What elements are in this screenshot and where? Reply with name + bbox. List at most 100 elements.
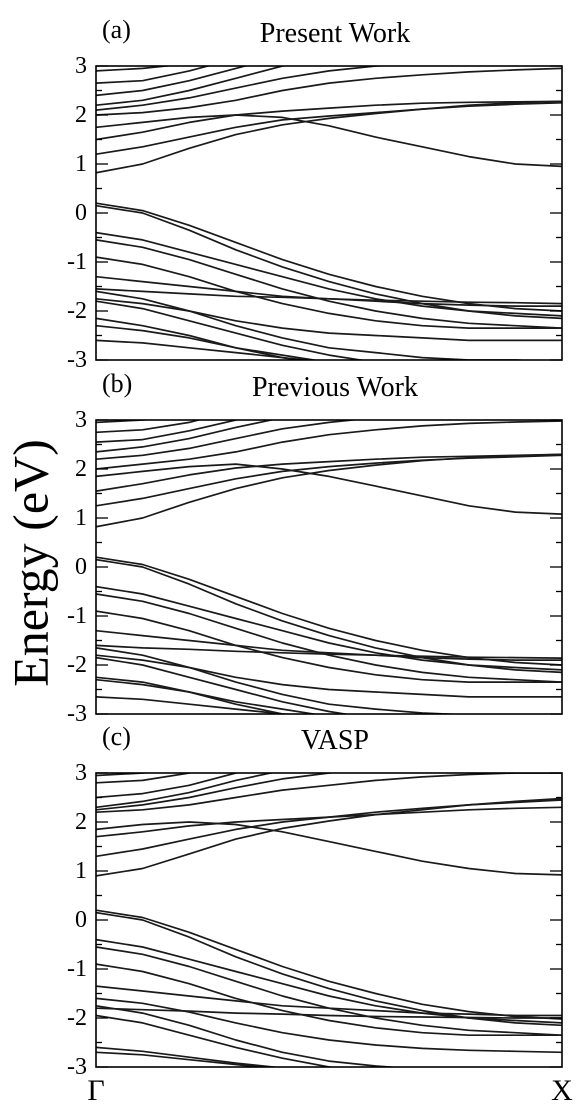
band-line-21 [96,678,319,714]
band-line-15 [96,256,562,329]
band-line-14 [96,946,562,1037]
band-line-21 [96,997,562,1054]
band-line-20 [96,1046,282,1067]
plot-frame [95,419,563,715]
y-tick-label: 2 [75,809,87,835]
band-line-22 [96,696,299,714]
band-line-22 [96,1051,268,1067]
y-tick-label: 0 [75,554,87,580]
band-lines [96,773,562,1067]
y-ticks [96,772,562,1068]
band-line-19 [96,1014,336,1067]
panel-title: Present Work [260,18,410,49]
y-tick-label: 1 [75,505,87,531]
y-tick-label: -3 [67,701,87,727]
band-line-4 [96,463,562,515]
band-line-5 [96,420,562,470]
band-line-20 [96,317,304,360]
band-line-13 [96,585,562,671]
band-line-5 [96,67,562,116]
band-line-13 [96,231,562,317]
band-line-8 [96,66,249,97]
band-line-7 [96,66,287,107]
y-tick-label: -1 [67,249,87,275]
band-line-3 [96,806,562,838]
band-line-15 [96,963,562,1037]
band-line-23 [96,297,562,342]
band-line-18 [96,290,532,360]
panel-2: 3 2 1 0 -1 -2 -3 (b) Previous Work [67,369,563,727]
band-line-17 [96,644,562,659]
band-line-4 [96,114,562,168]
band-line-23 [96,654,562,698]
band-line-2 [96,454,562,507]
band-line-4 [96,821,562,876]
band-line-3 [96,100,562,141]
band-line-22 [96,339,314,360]
y-tick-label: -1 [67,956,87,982]
panel-label: (a) [102,15,131,44]
panel-title: Previous Work [252,372,418,403]
y-tick-label: -2 [67,298,87,324]
band-line-1 [96,797,562,877]
y-tick-label: 2 [75,456,87,482]
y-tick-label: 1 [75,151,87,177]
band-line-18 [96,647,466,714]
band-line-1 [96,453,562,528]
band-line-14 [96,239,562,329]
band-line-14 [96,593,562,683]
band-line-5 [96,773,562,814]
y-tick-label: 1 [75,858,87,884]
band-line-11 [96,202,562,312]
band-line-6 [96,66,393,111]
y-ticks [96,419,562,715]
y-tick-label: -3 [67,1054,87,1080]
band-line-7 [96,420,276,453]
band-line-16 [96,985,562,1017]
band-line-2 [96,101,562,156]
band-line-9 [96,773,194,784]
band-line-17 [96,1007,562,1019]
band-line-17 [96,288,562,305]
panel-3: 3 2 1 0 -1 -2 -3 (c) VASP [67,722,563,1080]
band-lines [96,420,562,714]
band-line-8 [96,420,240,443]
band-line-11 [96,909,562,1020]
y-ticks [96,65,562,361]
panel-title: VASP [301,725,369,756]
y-tick-label: 0 [75,907,87,933]
y-tick-label: 3 [75,53,87,79]
y-tick-label: 3 [75,760,87,786]
band-line-18 [96,1004,401,1067]
x-tick-label-gamma: Γ [87,1074,104,1107]
band-line-15 [96,610,562,683]
y-axis-label: Energy (eV) [2,439,58,687]
y-tick-label: 2 [75,102,87,128]
band-lines [96,66,562,360]
band-line-1 [96,100,562,174]
y-tick-label: -3 [67,347,87,373]
x-tick-label-x: X [551,1074,573,1107]
band-line-9 [96,66,212,84]
band-line-13 [96,938,562,1024]
band-line-19 [96,300,366,360]
band-line-21 [96,324,320,360]
y-tick-label: -1 [67,603,87,629]
band-line-6 [96,420,361,461]
panel-label: (c) [102,722,131,751]
band-line-9 [96,420,202,434]
y-tick-label: -2 [67,652,87,678]
y-tick-label: -2 [67,1005,87,1031]
panel-1: 3 2 1 0 -1 -2 -3 (a) Present Work [67,15,563,373]
band-line-20 [96,676,288,714]
panel-label: (b) [102,369,132,398]
band-line-16 [96,629,562,661]
y-tick-label: 0 [75,200,87,226]
panels-container: 3 2 1 0 -1 -2 -3 (a) Present Work 3 2 1 0 -1 -2 -3 (b) Pr… [67,15,563,1080]
band-line-6 [96,773,338,811]
band-line-19 [96,656,351,714]
band-line-7 [96,773,275,809]
band-line-8 [96,773,240,799]
band-line-3 [96,453,562,492]
